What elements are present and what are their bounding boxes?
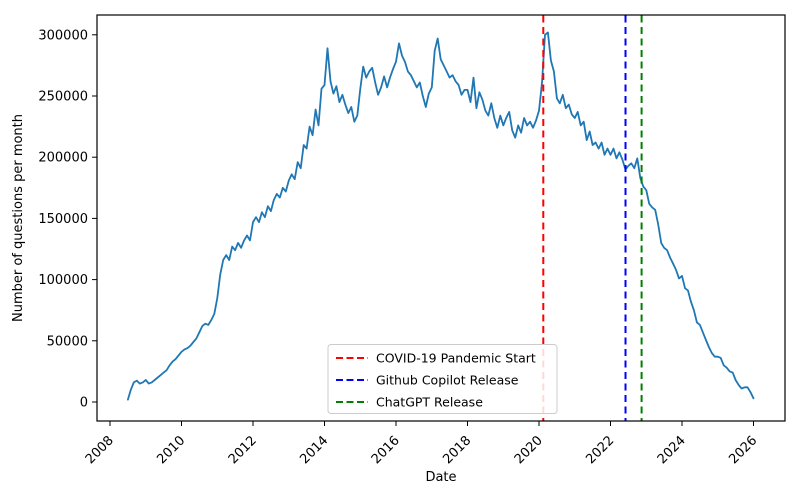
x-tick-label: 2012 (226, 433, 260, 467)
legend-label: Github Copilot Release (376, 373, 519, 388)
x-tick-label: 2020 (512, 433, 546, 467)
x-axis-label: Date (425, 470, 456, 485)
y-tick-label: 150000 (38, 212, 88, 227)
x-tick-label: 2014 (297, 433, 331, 467)
y-tick-label: 300000 (38, 28, 88, 43)
legend-label: COVID-19 Pandemic Start (376, 351, 536, 366)
y-tick-label: 50000 (47, 334, 88, 349)
y-tick-label: 0 (80, 396, 88, 411)
x-tick-label: 2016 (369, 433, 403, 467)
legend-label: ChatGPT Release (376, 395, 483, 410)
x-tick-label: 2024 (655, 433, 689, 467)
x-tick-label: 2018 (440, 433, 474, 467)
y-tick-label: 200000 (38, 151, 88, 166)
y-tick-label: 250000 (38, 90, 88, 105)
x-tick-label: 2008 (83, 433, 117, 467)
series-line (127, 31, 755, 401)
y-tick-label: 100000 (38, 273, 88, 288)
x-tick-label: 2010 (154, 433, 188, 467)
x-tick-label: 2026 (726, 433, 760, 467)
x-tick-label: 2022 (583, 433, 617, 467)
y-axis-label: Number of questions per month (11, 114, 26, 322)
plot-border (96, 14, 786, 422)
legend-box (327, 344, 558, 414)
